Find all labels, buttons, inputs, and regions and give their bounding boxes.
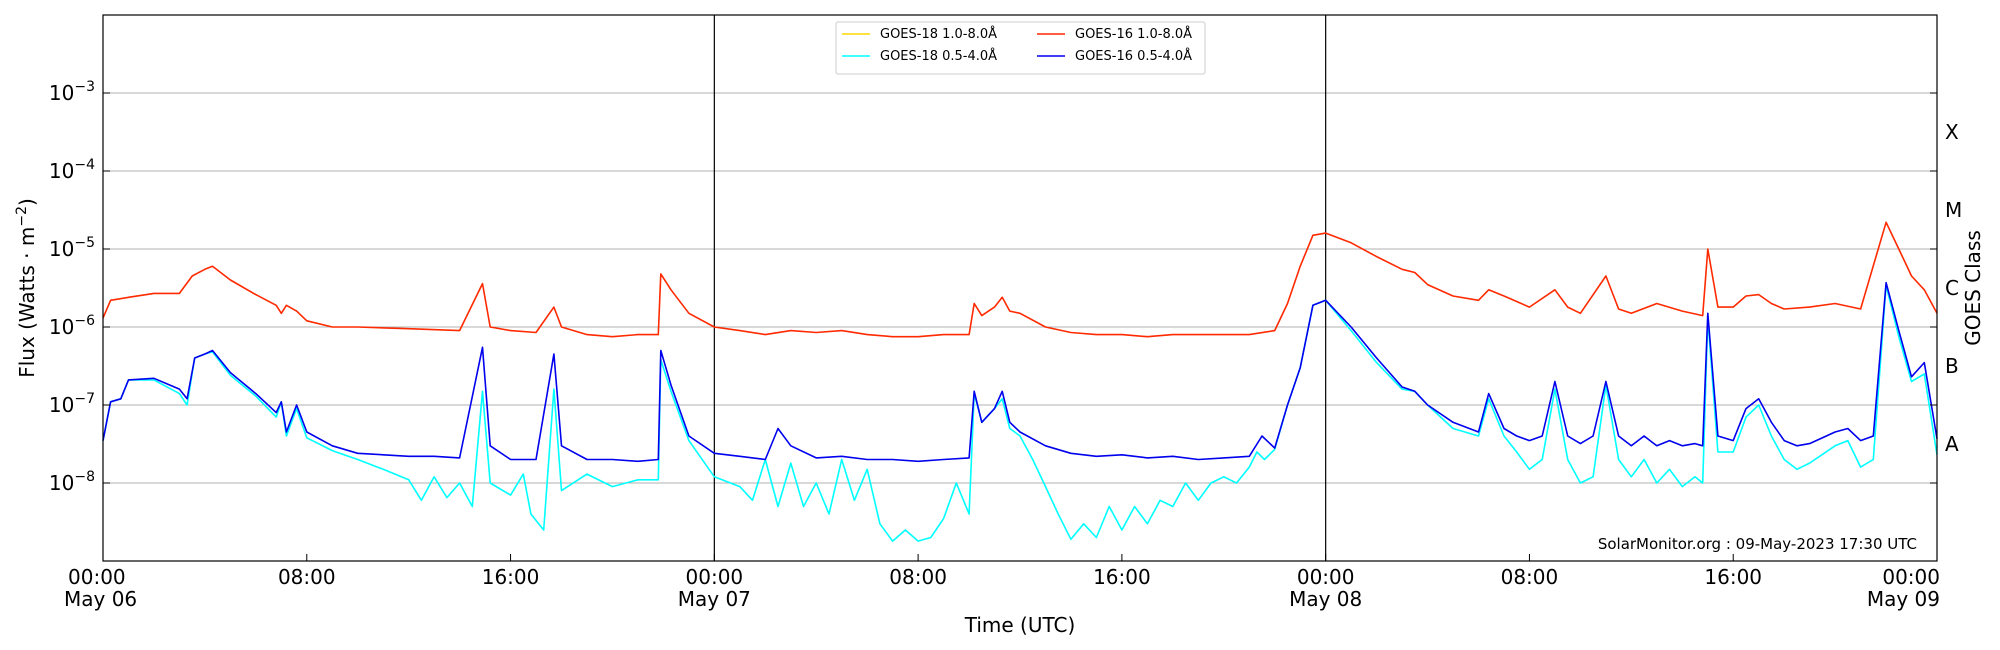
goes-class-label: A	[1945, 432, 1959, 456]
x-tick-date-label: May 08	[1289, 587, 1362, 611]
y-axis-title-close: )	[15, 198, 39, 206]
y-tick-label-base: 10	[49, 237, 74, 261]
y-tick-label-exponent: −8	[74, 469, 95, 485]
y-tick-label: 10−7	[49, 391, 95, 417]
y-tick-label: 10−4	[49, 157, 95, 183]
legend: GOES-18 1.0-8.0Å GOES-18 0.5-4.0Å GOES-16 …	[835, 21, 1206, 75]
series-line-1	[102, 284, 1938, 542]
x-tick-time-label: 16:00	[1704, 565, 1762, 589]
goes-class-axis: A B C M X	[1945, 120, 1962, 456]
legend-entry-label: GOES-16 1.0-8.0Å	[1075, 26, 1192, 42]
y-tick-label-base: 10	[49, 393, 74, 417]
x-axis-title: Time (UTC)	[964, 613, 1076, 637]
y-tick-label-exponent: −4	[74, 157, 95, 173]
y-axis-ticks: 10−810−710−610−510−410−3	[49, 79, 1937, 495]
x-tick-time-label: 00:00	[68, 565, 126, 589]
x-tick-date-label: May 09	[1867, 587, 1940, 611]
y-tick-label-base: 10	[49, 159, 74, 183]
y-gridlines	[103, 92, 1937, 484]
x-tick-time-label: 08:00	[278, 565, 336, 589]
goes-class-label: B	[1945, 354, 1959, 378]
y-axis-title-exponent: −2	[14, 206, 30, 227]
series-line-2	[102, 221, 1938, 338]
x-tick-time-label: 08:00	[889, 565, 947, 589]
series-lines	[102, 221, 1938, 542]
y-tick-label-exponent: −3	[74, 79, 95, 95]
x-tick-time-label: 00:00	[1297, 565, 1355, 589]
goes-class-label: M	[1945, 198, 1962, 222]
x-tick-date-label: May 06	[64, 587, 137, 611]
y-tick-label-exponent: −5	[74, 235, 95, 251]
y-tick-label-exponent: −7	[74, 391, 95, 407]
legend-box	[835, 21, 1206, 75]
legend-entry-label: GOES-16 0.5-4.0Å	[1075, 48, 1192, 64]
x-tick-time-label: 00:00	[686, 565, 744, 589]
goes-class-label: C	[1945, 276, 1959, 300]
y-axis-title: Flux (Watts · m−2)	[14, 198, 39, 378]
right-axis-title: GOES Class	[1961, 230, 1985, 346]
x-tick-date-label: May 07	[678, 587, 751, 611]
y-tick-label-exponent: −6	[74, 313, 95, 329]
x-tick-time-label: 00:00	[1882, 565, 1940, 589]
x-tick-time-label: 16:00	[1093, 565, 1151, 589]
x-tick-time-label: 16:00	[482, 565, 540, 589]
legend-entry-label: GOES-18 0.5-4.0Å	[880, 48, 997, 64]
x-tick-time-label: 08:00	[1501, 565, 1559, 589]
y-axis-title-text: Flux (Watts · m	[15, 227, 39, 378]
goes-class-label: X	[1945, 120, 1959, 144]
y-tick-label: 10−8	[49, 469, 95, 495]
legend-entry-label: GOES-18 1.0-8.0Å	[880, 26, 997, 42]
credit-annotation: SolarMonitor.org : 09-May-2023 17:30 UTC	[1598, 535, 1917, 553]
y-tick-label: 10−6	[49, 313, 95, 339]
y-tick-label: 10−5	[49, 235, 95, 261]
y-tick-label-base: 10	[49, 471, 74, 495]
y-tick-label-base: 10	[49, 315, 74, 339]
plot-frame	[102, 14, 1938, 562]
series-line-3	[102, 281, 1938, 463]
day-separators	[713, 15, 1327, 561]
y-tick-label: 10−3	[49, 79, 95, 105]
y-tick-label-base: 10	[49, 81, 74, 105]
